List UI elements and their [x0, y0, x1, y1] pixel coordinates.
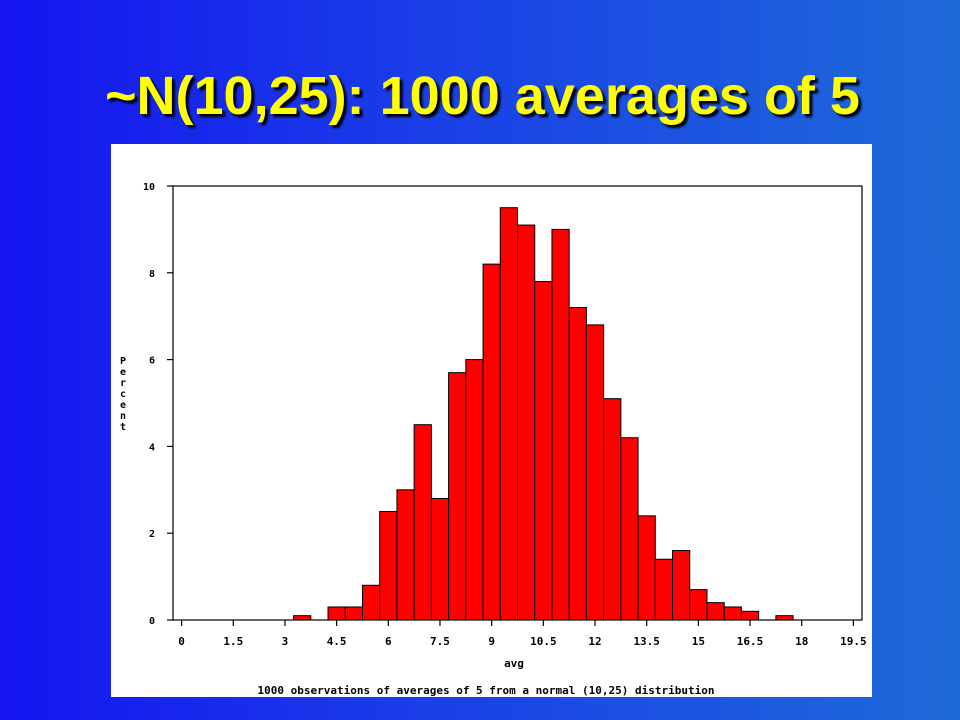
y-axis: 0 2 4 6 8 10: [143, 182, 173, 627]
x-tick-label: 0: [178, 635, 185, 648]
histogram-bar: [379, 511, 398, 621]
histogram-bar: [293, 615, 312, 621]
histogram-bar: [706, 602, 725, 621]
histogram-bar: [534, 280, 553, 621]
x-tick-label: 9: [488, 635, 495, 648]
histogram-bar: [499, 207, 518, 621]
histogram-bar: [430, 497, 450, 621]
histogram-bar: [396, 489, 415, 621]
bars-group: [293, 207, 794, 621]
histogram-bar: [413, 424, 432, 621]
x-tick-label: 12: [588, 635, 601, 648]
x-axis: 0 1.5 3 4.5 6 7.5 9 10.5 12 13.5 15 16.5 18 19.5: [178, 620, 867, 648]
histogram-bar: [740, 610, 760, 621]
histogram-bar: [603, 398, 622, 621]
y-tick-label: 10: [143, 182, 155, 193]
histogram-bar: [517, 224, 536, 621]
histogram-bar: [465, 359, 484, 621]
histogram-bar: [689, 589, 708, 621]
histogram-bar: [344, 606, 363, 621]
histogram-bar: [361, 584, 381, 621]
x-tick-label: 7.5: [430, 635, 450, 648]
histogram-bar: [654, 558, 674, 621]
histogram-bar: [637, 515, 656, 621]
x-tick-label: 1.5: [223, 635, 243, 648]
x-tick-label: 3: [282, 635, 289, 648]
histogram-bar: [482, 263, 501, 621]
histogram-bar: [775, 615, 794, 621]
slide-title: ~N(10,25): 1000 averages of 5: [105, 66, 860, 126]
histogram-chart: 0 2 4 6 8 10 0 1.5 3 4.5 6 7.5 9 10.5 12 13.5 15 16.5 18 1…: [120, 182, 867, 697]
histogram-bar: [723, 606, 742, 621]
histogram-bar: [327, 606, 346, 621]
x-axis-label: avg: [504, 657, 524, 670]
y-tick-label: 2: [149, 529, 155, 540]
x-tick-label: 16.5: [737, 635, 764, 648]
x-tick-label: 19.5: [840, 635, 867, 648]
x-tick-label: 10.5: [530, 635, 557, 648]
histogram-bar: [672, 550, 691, 621]
chart-panel: 0 2 4 6 8 10 0 1.5 3 4.5 6 7.5 9 10.5 12 13.5 15 16.5 18 1…: [111, 144, 872, 697]
y-tick-label: 0: [149, 616, 155, 627]
histogram-bar: [448, 372, 467, 621]
x-tick-label: 13.5: [633, 635, 660, 648]
y-tick-label: 4: [149, 442, 155, 453]
x-tick-label: 18: [795, 635, 808, 648]
y-tick-label: 8: [149, 269, 155, 280]
histogram-bar: [568, 307, 587, 621]
histogram-bar: [620, 437, 639, 621]
x-tick-label: 6: [385, 635, 392, 648]
histogram-bar: [551, 228, 570, 621]
x-tick-label: 15: [692, 635, 705, 648]
y-tick-label: 6: [149, 356, 155, 367]
chart-footnote: 1000 observations of averages of 5 from …: [258, 684, 715, 697]
histogram-bar: [585, 324, 605, 621]
x-tick-label: 4.5: [327, 635, 347, 648]
